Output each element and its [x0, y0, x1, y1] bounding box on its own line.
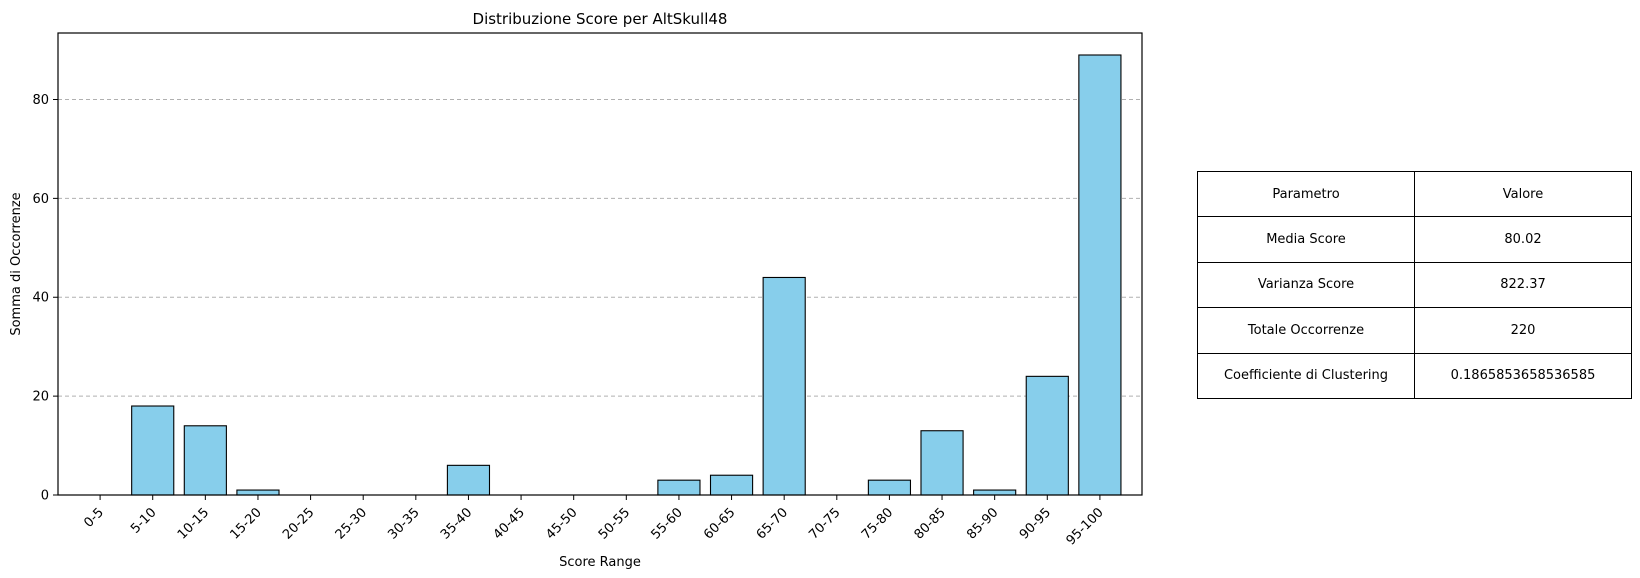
x-tick-label: 20-25	[280, 505, 317, 542]
x-tick-label: 50-55	[596, 505, 633, 542]
bar	[131, 405, 175, 496]
bar	[657, 479, 701, 496]
x-axis-label: Score Range	[559, 555, 641, 570]
y-axis-ticks: 0 20 40 60 80	[32, 93, 58, 504]
x-tick-label: 60-65	[701, 505, 738, 542]
y-tick-label: 20	[32, 390, 49, 405]
y-tick-label: 60	[32, 192, 49, 207]
y-tick-label: 80	[32, 93, 49, 108]
table-header-cell: Valore	[1414, 170, 1632, 218]
table-cell-parameter: Varianza Score	[1197, 261, 1415, 309]
table-header-row: Parametro Valore	[1197, 170, 1632, 218]
table-cell-parameter: Media Score	[1197, 216, 1415, 263]
chart-title: Distribuzione Score per AltSkull48	[473, 10, 728, 28]
bar	[236, 489, 280, 496]
table-row: Media Score 80.02	[1197, 216, 1632, 263]
bar	[709, 474, 754, 496]
bar	[1025, 375, 1069, 496]
x-tick-label: 15-20	[227, 505, 264, 542]
x-tick-label: 5-10	[128, 505, 159, 536]
bar	[973, 489, 1017, 496]
table-cell-value: 0.1865853658536585	[1414, 352, 1632, 399]
bar	[762, 276, 806, 496]
x-tick-label: 0-5	[81, 505, 107, 531]
x-tick-label: 40-45	[491, 505, 528, 542]
x-tick-label: 90-95	[1017, 505, 1054, 542]
plot-frame	[57, 32, 1143, 496]
table-cell-parameter: Totale Occorrenze	[1197, 307, 1415, 354]
x-tick-label: 95-100	[1064, 505, 1107, 548]
y-gridlines	[58, 99, 1142, 397]
table-cell-parameter: Coefficiente di Clustering	[1197, 352, 1415, 399]
bar	[1078, 54, 1122, 496]
y-tick-label: 40	[32, 291, 49, 306]
bar	[446, 464, 491, 496]
x-axis-ticks: 0-5 5-10 10-15 15-20 20-25 25-30 30-35 35-40 40-…	[81, 495, 1107, 548]
x-tick-label: 35-40	[438, 505, 475, 542]
bars	[131, 54, 1122, 496]
y-axis-label: Somma di Occorrenze	[9, 192, 24, 335]
x-tick-label: 45-50	[543, 505, 580, 542]
x-tick-label: 65-70	[754, 505, 791, 542]
table-row: Coefficiente di Clustering 0.18658536585…	[1197, 352, 1632, 399]
stats-table: Parametro Valore Media Score 80.02 Varia…	[1197, 170, 1632, 399]
table-cell-value: 80.02	[1414, 216, 1632, 263]
bar	[920, 430, 964, 496]
x-tick-label: 10-15	[175, 505, 212, 542]
table-cell-value: 220	[1414, 307, 1632, 354]
x-tick-label: 30-35	[385, 505, 422, 542]
table-header-cell: Parametro	[1197, 170, 1415, 218]
x-tick-label: 70-75	[806, 505, 843, 542]
y-tick-label: 0	[41, 489, 49, 504]
bar	[183, 425, 227, 496]
x-tick-label: 25-30	[333, 505, 370, 542]
x-tick-label: 55-60	[648, 505, 685, 542]
table-row: Totale Occorrenze 220	[1197, 307, 1632, 354]
bar	[867, 479, 912, 496]
table-row: Varianza Score 822.37	[1197, 261, 1632, 309]
x-tick-label: 80-85	[912, 505, 949, 542]
table-cell-value: 822.37	[1414, 261, 1632, 309]
x-tick-label: 75-80	[859, 505, 896, 542]
x-tick-label: 85-90	[964, 505, 1001, 542]
